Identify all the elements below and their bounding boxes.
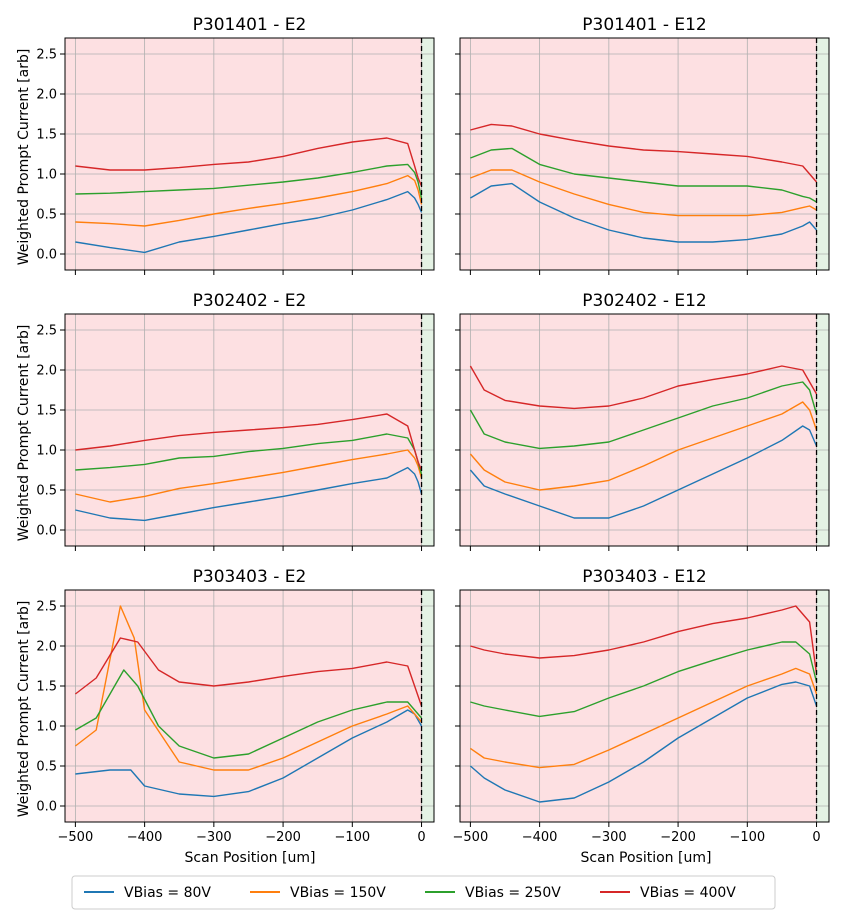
x-tick-label: −400 <box>127 830 163 845</box>
axes-frame <box>64 589 435 823</box>
y-tick-label: 2.5 <box>36 600 57 615</box>
series-line-80v <box>469 425 818 519</box>
panel-3: 0.0 0.5 1.0 1.5 2.0 2.5 P302402 - E2 <box>36 291 435 551</box>
series-line-400v <box>75 413 423 471</box>
series-line-150v <box>469 401 818 491</box>
series-line-250v <box>470 147 817 203</box>
panel-6: −500 −400 −300 −200 −100 0 P303403 - E12 <box>453 567 830 845</box>
y-tick-label: 1.0 <box>36 444 57 459</box>
xlabel-left: Scan Position [um] <box>185 850 316 866</box>
series-line-400v <box>470 123 818 183</box>
region-edge <box>816 38 829 270</box>
x-tick-label: −500 <box>58 830 94 845</box>
x-tick-label: −100 <box>334 830 370 845</box>
series-line-250v <box>75 163 423 199</box>
series-line-400v <box>470 605 818 675</box>
series-line-80v <box>75 709 423 798</box>
region-bulk <box>460 590 817 822</box>
axes-frame <box>459 313 830 547</box>
axes-frame <box>64 37 435 271</box>
legend: VBias = 80V VBias = 150V VBias = 250V VB… <box>71 875 776 910</box>
series-line-80v <box>469 681 818 803</box>
y-tick-label: 1.5 <box>36 680 57 695</box>
axes-frame <box>64 313 435 547</box>
panel-5: −500 −400 −300 −200 −100 0 0.0 0.5 1.0 1.5 2.0 2.5 P… <box>36 567 435 845</box>
legend-label-250v: VBias = 250V <box>465 885 561 901</box>
y-tick-label: 1.0 <box>36 168 57 183</box>
region-edge <box>421 38 434 270</box>
series-line-150v <box>470 169 817 217</box>
y-tick-label: 0.0 <box>36 248 57 263</box>
series-line-250v <box>469 381 818 450</box>
x-tick-label: 0 <box>417 830 425 845</box>
panel-title: P302402 - E2 <box>193 291 307 311</box>
x-tick-label: −200 <box>265 830 301 845</box>
y-tick-label: 0.5 <box>36 484 57 499</box>
y-tick-label: 0.5 <box>36 760 57 775</box>
region-bulk <box>65 38 422 270</box>
y-tick-label: 1.5 <box>36 128 57 143</box>
region-bulk <box>460 314 817 546</box>
axes-frame <box>459 589 830 823</box>
series-line-250v <box>470 641 818 718</box>
series-line-150v <box>470 667 818 769</box>
x-tick-label: −300 <box>196 830 232 845</box>
y-tick-label: 2.5 <box>36 324 57 339</box>
series-line-80v <box>75 190 423 254</box>
y-tick-label: 1.5 <box>36 404 57 419</box>
series-line-80v <box>470 182 818 243</box>
legend-label-400v: VBias = 400V <box>640 885 736 901</box>
series-line-150v <box>74 605 423 771</box>
x-tick-label: −500 <box>453 830 489 845</box>
panel-title: P302402 - E12 <box>582 291 706 311</box>
panel-title: P303403 - E2 <box>193 567 307 587</box>
y-tick-label: 2.0 <box>36 364 57 379</box>
y-tick-label: 0.0 <box>36 800 57 815</box>
panel-1: 0.0 0.5 1.0 1.5 2.0 2.5 P301401 - E2 <box>36 15 435 275</box>
axes-frame <box>459 37 830 271</box>
legend-frame <box>71 875 776 910</box>
region-edge <box>816 314 829 546</box>
region-edge <box>421 314 434 546</box>
y-tick-label: 0.0 <box>36 524 57 539</box>
series-line-400v <box>75 137 423 187</box>
region-bulk <box>460 38 817 270</box>
series-line-150v <box>75 449 423 503</box>
ylabel-row-2: Weighted Prompt Current [arb] <box>16 325 32 542</box>
panel-4: P302402 - E12 <box>455 291 830 551</box>
x-tick-label: −400 <box>522 830 558 845</box>
panel-2: P301401 - E12 <box>455 15 830 275</box>
y-tick-label: 2.5 <box>36 48 57 63</box>
series-line-400v <box>469 365 818 410</box>
region-bulk <box>65 590 422 822</box>
y-tick-label: 2.0 <box>36 88 57 103</box>
series-line-250v <box>75 669 423 759</box>
panel-title: P301401 - E2 <box>193 15 307 35</box>
x-tick-label: 0 <box>812 830 820 845</box>
y-tick-label: 1.0 <box>36 720 57 735</box>
y-tick-label: 2.0 <box>36 640 57 655</box>
series-line-80v <box>75 466 423 522</box>
ylabel-row-1: Weighted Prompt Current [arb] <box>16 49 32 266</box>
region-edge <box>421 590 434 822</box>
legend-entry-400v: VBias = 400V <box>600 885 736 901</box>
legend-entry-250v: VBias = 250V <box>425 885 561 901</box>
legend-entry-150v: VBias = 150V <box>250 885 386 901</box>
ylabel-row-3: Weighted Prompt Current [arb] <box>16 601 32 818</box>
xlabel-right: Scan Position [um] <box>581 850 712 866</box>
x-tick-label: −100 <box>729 830 765 845</box>
legend-label-150v: VBias = 150V <box>290 885 386 901</box>
series-line-400v <box>74 637 423 707</box>
x-tick-label: −300 <box>591 830 627 845</box>
x-tick-label: −200 <box>660 830 696 845</box>
legend-entry-80v: VBias = 80V <box>84 885 211 901</box>
y-tick-label: 0.5 <box>36 208 57 223</box>
region-edge <box>816 590 829 822</box>
panel-title: P301401 - E12 <box>582 15 706 35</box>
panel-title: P303403 - E12 <box>582 567 706 587</box>
series-line-150v <box>75 174 423 227</box>
legend-label-80v: VBias = 80V <box>124 885 211 901</box>
